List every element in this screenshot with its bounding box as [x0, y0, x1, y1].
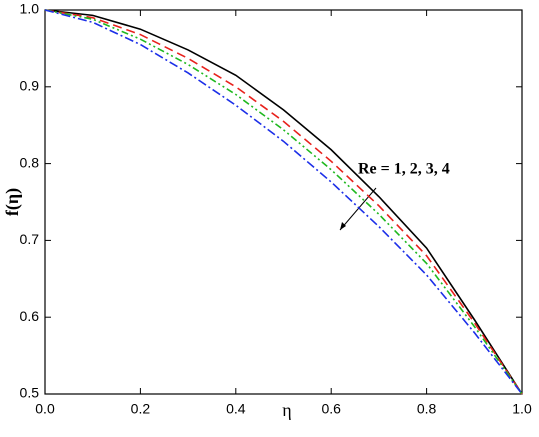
x-tick-label: 0.0 [35, 401, 55, 417]
series-line [44, 9, 523, 395]
x-tick-label: 1.0 [512, 401, 532, 417]
x-axis-label: η [282, 400, 291, 420]
y-tick-label: 0.7 [20, 231, 40, 247]
annotation-arrow [339, 187, 377, 231]
x-tick-label: 0.2 [131, 401, 151, 417]
arrow-head [340, 222, 346, 230]
annotation: Re = 1, 2, 3, 4 [358, 161, 450, 178]
y-tick-label: 0.9 [20, 78, 40, 94]
series-line [44, 9, 523, 395]
series-line [44, 9, 523, 395]
x-tick-label: 0.8 [417, 401, 437, 417]
x-tick-label: 0.6 [321, 401, 341, 417]
y-tick-label: 1.0 [20, 1, 40, 17]
series-line [44, 9, 523, 395]
plot-frame [44, 9, 523, 395]
y-axis-label: f(η) [2, 188, 23, 216]
x-tick-label: 0.4 [226, 401, 246, 417]
y-tick-label: 0.8 [20, 154, 40, 170]
y-tick-label: 0.5 [20, 385, 40, 401]
y-tick-label: 0.6 [20, 308, 40, 324]
